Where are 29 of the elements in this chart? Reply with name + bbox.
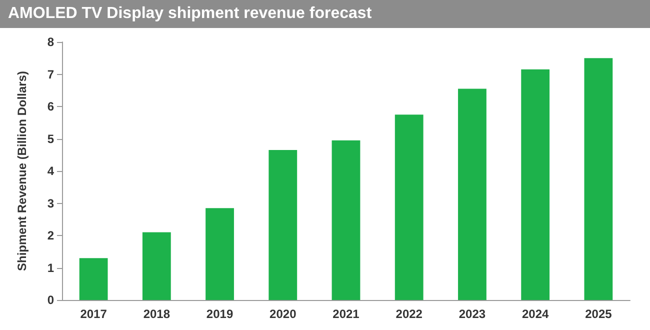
bar	[584, 58, 613, 300]
bar	[142, 232, 171, 300]
x-tick-label: 2024	[522, 307, 550, 321]
bar	[458, 88, 486, 300]
x-tick-label: 2020	[270, 307, 297, 321]
x-tick-label: 2022	[396, 307, 423, 321]
x-tick-label: 2017	[80, 307, 108, 321]
x-tick-label: 2019	[206, 307, 234, 321]
bar	[206, 208, 234, 300]
y-tick-label: 4	[47, 164, 54, 178]
y-tick-label: 0	[47, 293, 54, 307]
bar	[332, 140, 360, 300]
y-tick-label: 3	[47, 196, 54, 210]
y-tick-label: 6	[47, 100, 54, 114]
y-tick-label: 8	[47, 35, 54, 49]
bar	[79, 258, 108, 300]
x-tick-label: 2023	[458, 307, 486, 321]
bar	[521, 69, 550, 300]
x-tick-label: 2018	[143, 307, 170, 321]
y-tick-label: 5	[47, 132, 54, 146]
bar	[394, 114, 424, 300]
bar	[268, 150, 298, 300]
y-axis-title: Shipment Revenue (Billion Dollars)	[15, 70, 29, 272]
x-tick-label: 2025	[585, 307, 612, 321]
y-tick-label: 7	[47, 67, 54, 82]
chart-title: AMOLED TV Display shipment revenue forecast	[0, 0, 650, 28]
y-tick-label: 2	[47, 228, 54, 242]
x-tick-label: 2021	[332, 307, 360, 321]
y-tick-label: 1	[47, 260, 54, 275]
